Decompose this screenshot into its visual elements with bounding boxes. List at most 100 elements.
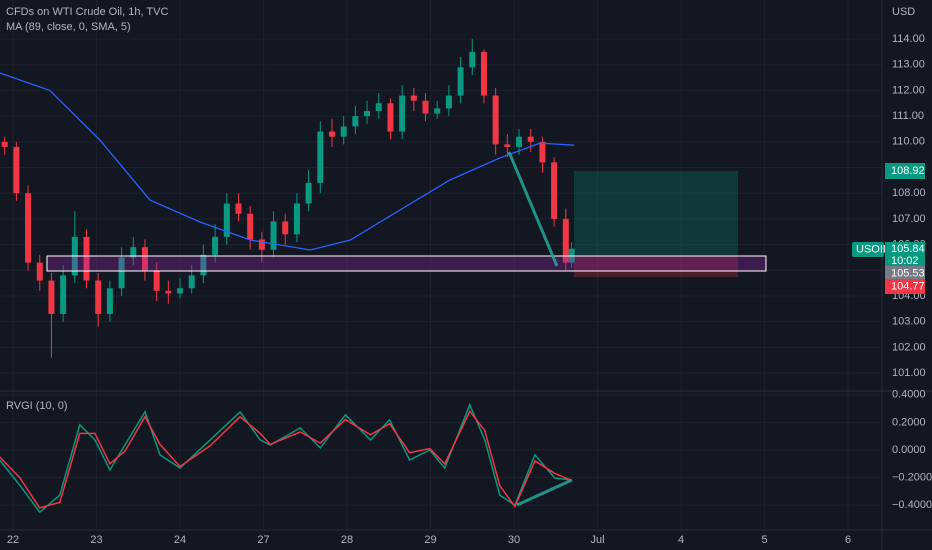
candle-body [223,203,230,237]
x-tick-label: 23 [90,534,102,546]
candle-body [200,254,207,276]
candle-body [177,288,184,294]
candle-body [165,290,172,294]
y-tick-label: 102.00 [892,341,926,353]
x-tick-label: 29 [424,534,436,546]
y-tick-label: 107.00 [892,213,926,225]
y-tick-label: −0.2000 [892,471,932,483]
x-tick-label: Jul [590,534,604,546]
candle-body [25,193,32,263]
candle-body [95,280,102,314]
last-box [885,242,925,268]
y-tick-label: 101.00 [892,367,926,379]
y-tick-label: 108.00 [892,187,926,199]
candle-body [258,239,265,250]
x-tick-label: 6 [845,534,851,546]
x-tick-label: 4 [678,534,684,546]
candle-body [235,203,242,214]
candle-body [48,280,55,314]
y-tick-label: 110.00 [892,136,925,148]
candle-body [130,247,137,258]
candle-body [270,221,277,250]
candle-body [106,288,113,314]
candle-body [1,141,8,147]
candle-body [352,116,359,127]
candle-body [83,236,90,281]
candle-body [282,221,289,235]
candle-body [445,95,452,109]
candle-body [410,95,417,101]
candle-body [118,257,125,289]
x-tick-label: 27 [257,534,269,546]
rvgi-legend: RVGI (10, 0) [6,400,68,412]
y-tick-label: 113.00 [892,59,925,71]
loss-zone [574,256,738,277]
candle-body [399,95,406,132]
y-tick-label: 0.0000 [892,444,926,456]
candle-body [247,213,254,240]
candle-body [293,203,300,235]
entry-label: 105.53 [891,267,925,279]
candle-body [422,100,429,114]
y-tick-label: 0.2000 [892,416,926,428]
candle-body [387,103,394,132]
target-box [885,163,925,179]
candle-body [469,51,476,68]
y-tick-label: 0.4000 [892,389,926,401]
candle-body [492,95,499,145]
x-tick-label: 22 [7,534,19,546]
trend-line [507,151,559,267]
candle-body [516,136,523,147]
y-tick-label: −0.4000 [892,499,932,511]
candle-body [375,103,382,111]
support-zone [46,255,767,272]
divergence-line [516,478,573,507]
candle-body [60,275,67,314]
entry-box [885,266,925,281]
candle-body [539,141,546,163]
candle-body [328,131,335,137]
x-tick-label: 30 [508,534,520,546]
stop-box [885,279,925,294]
candle-body [551,162,558,219]
candle-body [340,126,347,137]
candle-body [562,218,569,263]
currency: USD [892,6,915,18]
candle-body [457,67,464,96]
candle-body [36,262,43,281]
candle-body [317,131,324,183]
candle-body [527,136,534,142]
candle-body [364,110,371,117]
candle-body [480,51,487,96]
y-tick-label: 103.00 [892,316,926,328]
stop-label: 104.77 [891,280,925,292]
x-tick-label: 5 [761,534,767,546]
x-tick-label: 24 [174,534,186,546]
marks [0,39,575,514]
candle-body [434,108,441,114]
candle-body [504,144,511,147]
x-tick-label: 28 [341,534,353,546]
countdown: 10:02 [891,255,919,267]
candle-body [13,146,20,194]
candle-body [141,247,148,271]
symbol-title: CFDs on WTI Crude Oil, 1h, TVC [6,6,168,18]
ticker-label: USOIL [856,243,889,255]
profit-zone [574,171,738,256]
y-tick-label: 114.00 [892,33,925,45]
target-label: 108.92 [891,165,925,177]
ticker-box [852,242,884,257]
rvgi-line [0,402,572,514]
candle-body [212,236,219,255]
candle-body [305,182,312,204]
ma-line [0,72,575,251]
candle-body [188,275,195,289]
last-price: 105.84 [891,243,925,255]
ma-legend: MA (89, close, 0, SMA, 5) [6,21,131,33]
axis: 101.00102.00103.00104.00105.00106.00107.… [7,33,932,546]
y-tick-label: 112.00 [892,84,925,96]
y-tick-label: 111.00 [892,110,924,122]
